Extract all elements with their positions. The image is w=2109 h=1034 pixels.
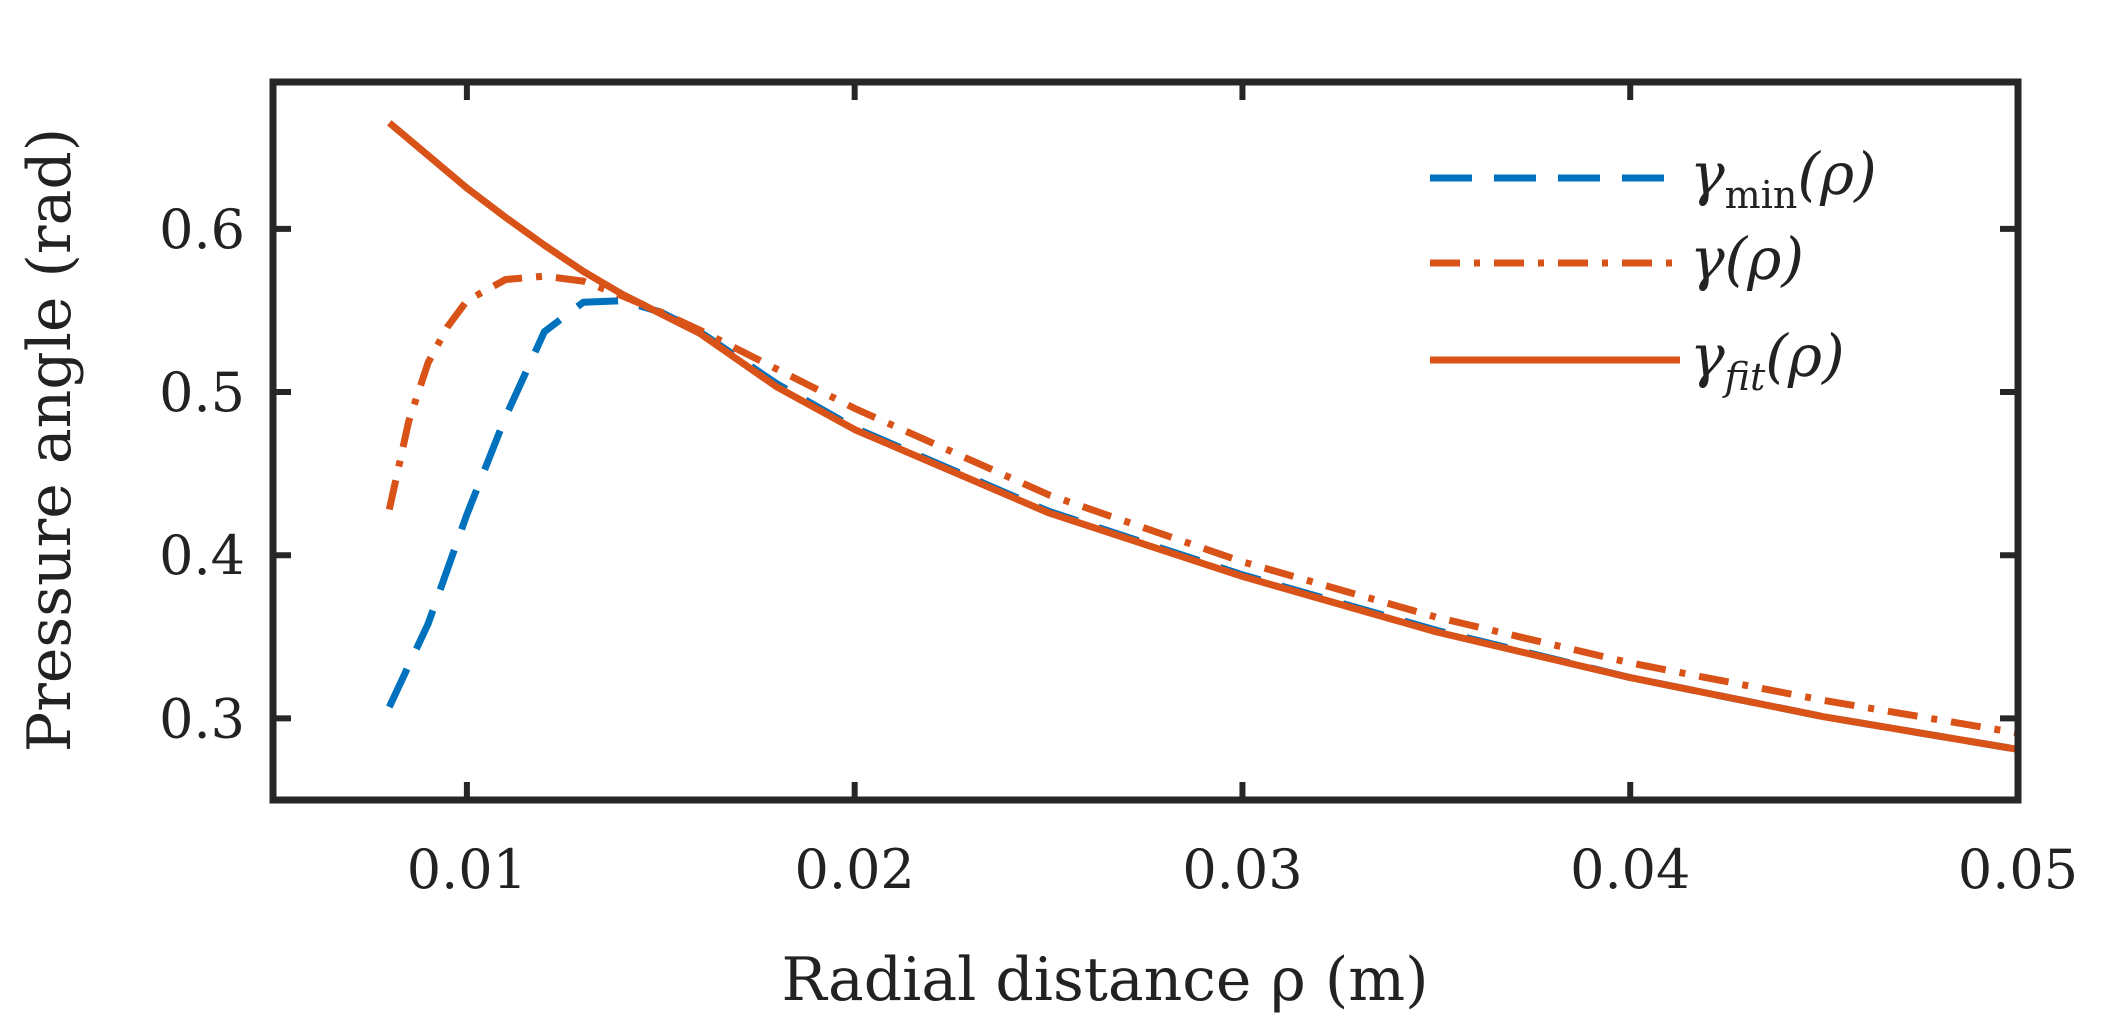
plot-frame [269, 78, 2022, 804]
x-tick-label: 0.04 [1570, 838, 1690, 901]
plot-series [385, 120, 2018, 753]
axes: 0.01 0.02 0.03 0.04 0.05 0.3 0.4 0.5 0.6 [159, 82, 2078, 901]
y-tick-label: 0.4 [159, 524, 245, 587]
x-tick-label: 0.05 [1958, 838, 2078, 901]
legend-label-1: γ(ρ) [1690, 225, 1804, 293]
legend: γmin(ρ) γ(ρ) γfit(ρ) [1430, 140, 1877, 399]
y-tick-label: 0.5 [159, 361, 245, 424]
legend-label-0: γmin(ρ) [1690, 140, 1877, 217]
legend-label-2: γfit(ρ) [1690, 322, 1845, 399]
x-tick-label: 0.03 [1182, 838, 1302, 901]
y-axis-label: Pressure angle (rad) [15, 128, 85, 752]
x-tick-label: 0.01 [407, 838, 527, 901]
y-tick-label: 0.6 [159, 198, 245, 261]
x-axis-label: Radial distance ρ (m) [781, 945, 1428, 1015]
x-tick-label: 0.02 [795, 838, 915, 901]
axes-box [269, 78, 2022, 804]
y-tick-label: 0.3 [159, 687, 245, 750]
series-line-2 [387, 120, 2018, 753]
